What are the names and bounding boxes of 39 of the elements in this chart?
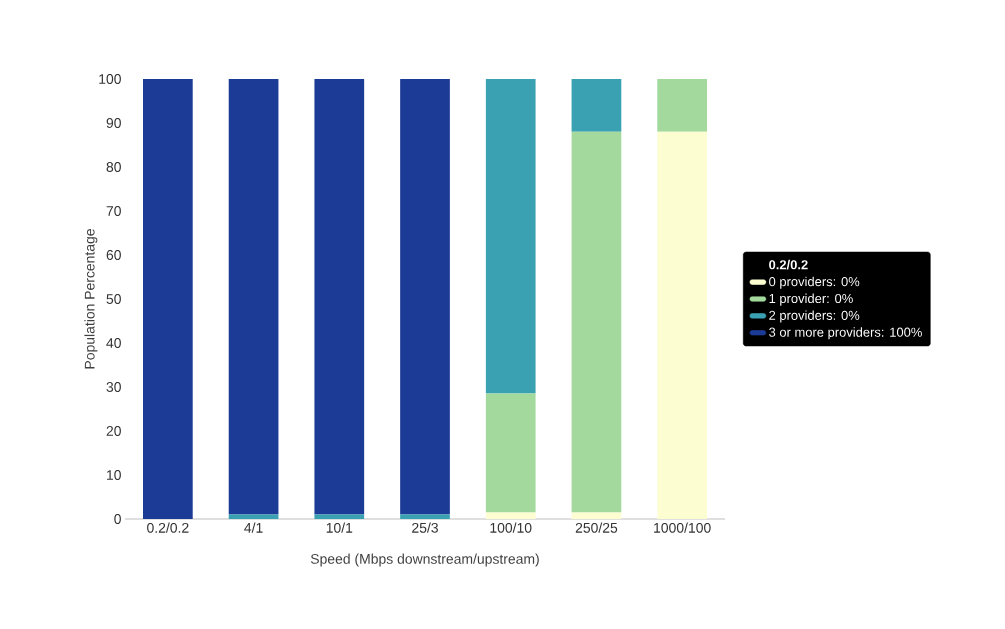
x-axis-title: Speed (Mbps downstream/upstream) — [310, 553, 539, 567]
bar — [485, 393, 536, 513]
y-tick-label: 60 — [106, 250, 121, 260]
bar — [400, 79, 450, 515]
bar — [143, 79, 193, 519]
y-tick-label: 50 — [106, 294, 121, 304]
x-tick-label: 250/25 — [575, 522, 618, 533]
y-tick-label: 30 — [106, 382, 121, 392]
bar — [314, 514, 365, 519]
bar — [485, 79, 536, 394]
bar — [400, 514, 450, 519]
x-tick-label: 0.2/0.2 — [147, 522, 189, 533]
bar — [485, 512, 536, 519]
bar — [228, 79, 279, 515]
legend-label: 1 provider: 0% — [769, 293, 853, 306]
x-tick-label: 1000/100 — [654, 522, 711, 533]
bar — [571, 512, 622, 519]
y-tick-label: 20 — [106, 426, 121, 436]
legend-title: 0.2/0.2 — [769, 259, 808, 270]
y-tick-label: 40 — [106, 338, 121, 348]
x-tick-label: 100/10 — [490, 522, 532, 533]
legend-label: 2 providers: 0% — [769, 310, 860, 323]
y-tick-label: 100 — [99, 74, 121, 84]
bar — [657, 79, 707, 132]
bar — [571, 79, 622, 132]
x-tick-label: 4/1 — [244, 522, 263, 533]
y-tick-label: 90 — [106, 118, 121, 128]
x-tick-label: 25/3 — [412, 522, 438, 533]
y-tick-label: 70 — [106, 206, 121, 216]
x-tick-label: 10/1 — [326, 522, 353, 533]
y-tick-label: 80 — [106, 162, 121, 172]
bar — [657, 131, 707, 519]
legend-label: 3 or more providers: 100% — [769, 327, 922, 340]
bar — [314, 79, 365, 515]
y-tick-label: 0 — [114, 514, 121, 524]
y-tick-label: 10 — [107, 470, 121, 480]
bar — [571, 131, 622, 513]
y-axis-title: Population Percentage — [84, 229, 98, 369]
legend-label: 0 providers: 0% — [769, 276, 860, 289]
